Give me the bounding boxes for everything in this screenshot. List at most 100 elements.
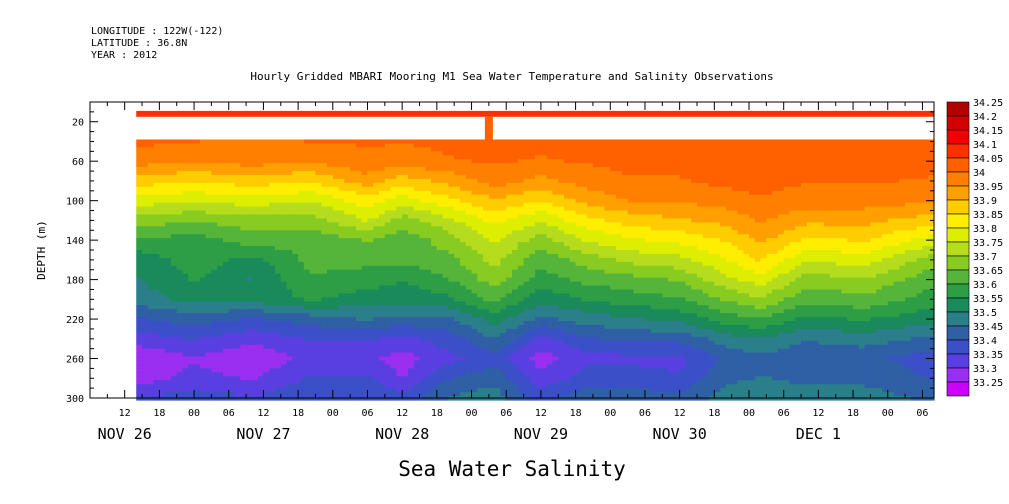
heatmap-cell <box>147 159 155 164</box>
heatmap-cell <box>292 246 299 251</box>
heatmap-cell <box>413 230 421 235</box>
heatmap-cell <box>355 238 363 243</box>
heatmap-cell <box>136 356 143 362</box>
heatmap-cell <box>523 194 530 200</box>
heatmap-cell <box>234 392 241 397</box>
heatmap-cell <box>494 190 502 196</box>
heatmap-cell <box>188 332 195 338</box>
heatmap-cell <box>153 384 160 389</box>
heatmap-cell <box>546 301 554 306</box>
heatmap-cell <box>529 214 536 220</box>
heatmap-cell <box>292 269 299 275</box>
heatmap-cell <box>170 360 178 366</box>
heatmap-cell <box>274 139 282 145</box>
heatmap-cell <box>182 261 189 267</box>
heatmap-cell <box>176 364 184 369</box>
heatmap-cell <box>257 321 265 326</box>
heatmap-cell <box>517 182 525 188</box>
heatmap-cell <box>188 392 195 397</box>
heatmap-cell <box>136 250 143 255</box>
heatmap-cell <box>431 155 438 160</box>
heatmap-cell <box>454 206 461 212</box>
heatmap-cell <box>309 277 317 283</box>
heatmap-cell <box>298 198 305 204</box>
heatmap-cell <box>142 297 149 302</box>
heatmap-cell <box>448 273 455 279</box>
heatmap-cell <box>217 246 224 251</box>
heatmap-cell <box>211 230 218 235</box>
heatmap-cell <box>402 281 409 287</box>
heatmap-cell <box>147 301 155 306</box>
heatmap-cell <box>194 253 201 259</box>
heatmap-cell <box>147 281 155 287</box>
heatmap-cell <box>471 230 478 235</box>
heatmap-cell <box>535 214 542 220</box>
heatmap-cell <box>147 206 155 212</box>
heatmap-cell <box>471 289 478 295</box>
heatmap-cell <box>407 313 415 318</box>
heatmap-cell <box>263 226 270 231</box>
heatmap-cell <box>552 297 559 302</box>
heatmap-cell <box>459 198 467 204</box>
heatmap-cell <box>523 206 530 212</box>
heatmap-cell <box>494 151 502 156</box>
heatmap-cell <box>459 340 467 346</box>
heatmap-cell <box>512 194 519 200</box>
heatmap-cell <box>402 265 409 271</box>
heatmap-cell <box>373 139 380 145</box>
heatmap-cell <box>246 226 253 231</box>
heatmap-cell <box>350 309 357 314</box>
heatmap-cell <box>269 163 276 168</box>
heatmap-cell <box>523 324 530 330</box>
heatmap-cell <box>471 155 478 160</box>
heatmap-cell <box>176 257 184 263</box>
heatmap-cell <box>228 175 236 180</box>
heatmap-cell <box>546 218 554 223</box>
heatmap-cell <box>483 257 490 263</box>
heatmap-cell <box>552 222 559 227</box>
heatmap-cell <box>327 175 334 180</box>
heatmap-cell <box>407 348 415 354</box>
heatmap-cell <box>546 257 554 263</box>
heatmap-cell <box>506 234 513 239</box>
heatmap-cell <box>546 328 554 334</box>
heatmap-cell <box>379 175 386 180</box>
heatmap-cell <box>303 392 311 397</box>
heatmap-cell <box>396 167 403 172</box>
heatmap-cell <box>274 202 282 208</box>
heatmap-cell <box>477 328 484 334</box>
heatmap-cell <box>379 190 386 196</box>
heatmap-cell <box>442 265 450 271</box>
heatmap-cell <box>165 368 172 373</box>
heatmap-cell <box>442 285 450 291</box>
heatmap-cell <box>425 151 432 156</box>
heatmap-cell <box>419 198 426 204</box>
heatmap-cell <box>350 368 357 373</box>
heatmap-cell <box>303 368 311 373</box>
heatmap-cell <box>494 186 502 192</box>
heatmap-cell <box>459 194 467 200</box>
heatmap-cell <box>176 175 184 180</box>
heatmap-cell <box>153 242 160 247</box>
heatmap-cell <box>384 313 392 318</box>
heatmap-cell <box>379 328 386 334</box>
heatmap-cell <box>217 226 224 231</box>
heatmap-cell <box>379 297 386 302</box>
heatmap-cell <box>321 186 328 192</box>
heatmap-cell <box>136 344 143 350</box>
heatmap-cell <box>159 356 166 362</box>
heatmap-cell <box>176 321 184 326</box>
heatmap-cell <box>529 246 536 251</box>
heatmap-cell <box>425 238 432 243</box>
heatmap-cell <box>407 230 415 235</box>
heatmap-cell <box>199 206 207 212</box>
heatmap-cell <box>517 253 525 259</box>
heatmap-cell <box>165 242 172 247</box>
heatmap-cell <box>165 297 172 302</box>
heatmap-cell <box>540 317 548 322</box>
heatmap-cell <box>309 313 317 318</box>
heatmap-cell <box>552 340 559 346</box>
heatmap-cell <box>477 356 484 362</box>
heatmap-cell <box>494 226 502 231</box>
heatmap-cell <box>205 218 212 223</box>
